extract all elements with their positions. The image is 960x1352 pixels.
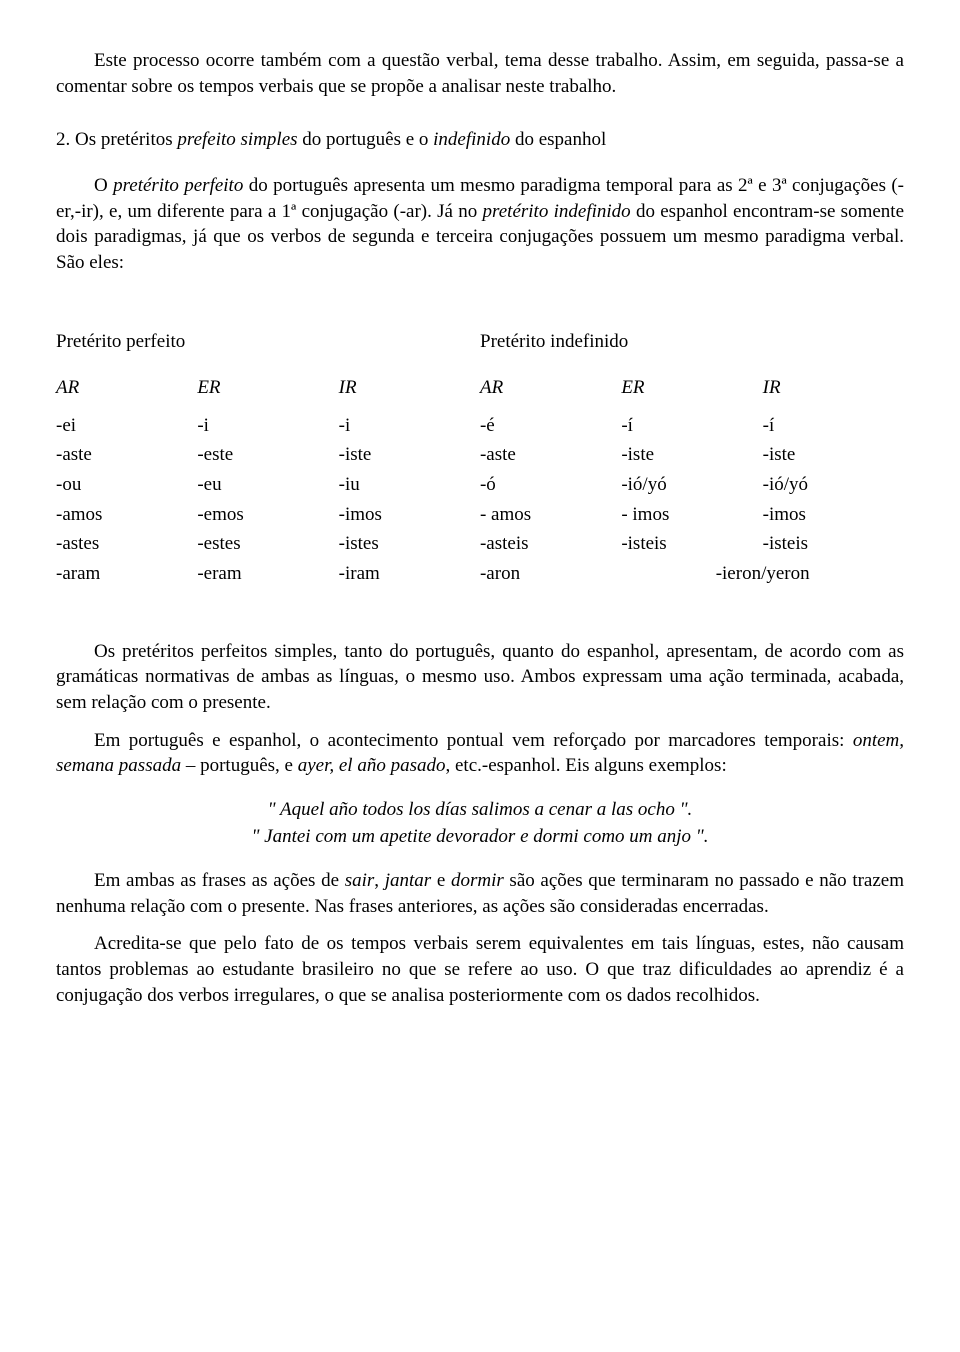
cell: -ió/yó bbox=[763, 470, 904, 500]
p4-c: , etc.-espanhol. Eis alguns exemplos: bbox=[445, 755, 726, 776]
table-row: -amos -emos -imos - amos - imos -imos bbox=[56, 500, 904, 530]
cell: -astes bbox=[56, 529, 197, 559]
paragraph-1: Este processo ocorre também com a questã… bbox=[56, 48, 904, 99]
p5-i1: sair bbox=[345, 870, 375, 891]
table-title-right: Pretérito indefinido bbox=[480, 329, 904, 355]
cell: -isteis bbox=[763, 529, 904, 559]
cell: -i bbox=[197, 411, 338, 441]
p5-b: , bbox=[374, 870, 384, 891]
cell: -eram bbox=[197, 559, 338, 589]
p4-b: – português, e bbox=[181, 755, 298, 776]
cell: -iu bbox=[339, 470, 480, 500]
heading-text-post: do espanhol bbox=[510, 129, 606, 150]
example-2: " Jantei com um apetite devorador e dorm… bbox=[56, 824, 904, 850]
cell: -i bbox=[339, 411, 480, 441]
cell: -asteis bbox=[480, 529, 621, 559]
cell: -iste bbox=[621, 440, 762, 470]
p4-a: Em português e espanhol, o acontecimento… bbox=[94, 730, 853, 751]
paragraph-6: Acredita-se que pelo fato de os tempos v… bbox=[56, 931, 904, 1008]
cell: -iram bbox=[339, 559, 480, 589]
cell: -aron bbox=[480, 559, 621, 589]
heading-number: 2. bbox=[56, 129, 70, 150]
cell: -ió/yó bbox=[621, 470, 762, 500]
cell: - amos bbox=[480, 500, 621, 530]
table-row: -aste -este -iste -aste -iste -iste bbox=[56, 440, 904, 470]
table-title-left: Pretérito perfeito bbox=[56, 329, 480, 355]
paragraph-4: Em português e espanhol, o acontecimento… bbox=[56, 728, 904, 779]
p5-i2: jantar bbox=[385, 870, 431, 891]
cell: -isteis bbox=[621, 529, 762, 559]
col-header: AR bbox=[56, 373, 197, 411]
cell: -ei bbox=[56, 411, 197, 441]
cell: -í bbox=[763, 411, 904, 441]
cell: -iste bbox=[339, 440, 480, 470]
cell: -ó bbox=[480, 470, 621, 500]
conjugation-table: Pretérito perfeito Pretérito indefinido … bbox=[56, 329, 904, 588]
cell: -ou bbox=[56, 470, 197, 500]
p2-a: O bbox=[94, 175, 113, 196]
cell: -ieron/yeron bbox=[621, 559, 904, 589]
paragraph-3: Os pretéritos perfeitos simples, tanto d… bbox=[56, 639, 904, 716]
examples-block: " Aquel año todos los días salimos a cen… bbox=[56, 797, 904, 850]
col-header: IR bbox=[763, 373, 904, 411]
cell: -imos bbox=[763, 500, 904, 530]
section-heading: 2. Os pretéritos prefeito simples do por… bbox=[56, 127, 904, 153]
cell: -imos bbox=[339, 500, 480, 530]
col-header: AR bbox=[480, 373, 621, 411]
col-header: ER bbox=[197, 373, 338, 411]
cell: -eu bbox=[197, 470, 338, 500]
cell: -emos bbox=[197, 500, 338, 530]
p4-i2: ayer, el año pasado bbox=[298, 755, 446, 776]
cell: -aste bbox=[480, 440, 621, 470]
heading-italic-2: indefinido bbox=[433, 129, 510, 150]
p2-i1: pretérito perfeito bbox=[113, 175, 243, 196]
cell: -aram bbox=[56, 559, 197, 589]
p5-c: e bbox=[431, 870, 451, 891]
heading-italic-1: prefeito simples bbox=[177, 129, 297, 150]
paragraph-5: Em ambas as frases as ações de sair, jan… bbox=[56, 868, 904, 919]
table-row: -ou -eu -iu -ó -ió/yó -ió/yó bbox=[56, 470, 904, 500]
col-header: ER bbox=[621, 373, 762, 411]
heading-text-pre: Os pretéritos bbox=[70, 129, 177, 150]
col-header: IR bbox=[339, 373, 480, 411]
cell: -í bbox=[621, 411, 762, 441]
cell: -aste bbox=[56, 440, 197, 470]
cell: - imos bbox=[621, 500, 762, 530]
cell: -amos bbox=[56, 500, 197, 530]
cell: -iste bbox=[763, 440, 904, 470]
table-row: AR ER IR AR ER IR bbox=[56, 373, 904, 411]
heading-text-mid: do português e o bbox=[298, 129, 434, 150]
table-row: -ei -i -i -é -í -í bbox=[56, 411, 904, 441]
p2-i2: pretérito indefinido bbox=[483, 201, 631, 222]
table-row: -astes -estes -istes -asteis -isteis -is… bbox=[56, 529, 904, 559]
table-row: -aram -eram -iram -aron -ieron/yeron bbox=[56, 559, 904, 589]
paragraph-2: O pretérito perfeito do português aprese… bbox=[56, 173, 904, 276]
p5-a: Em ambas as frases as ações de bbox=[94, 870, 345, 891]
cell: -este bbox=[197, 440, 338, 470]
cell: -é bbox=[480, 411, 621, 441]
cell: -estes bbox=[197, 529, 338, 559]
example-1: " Aquel año todos los días salimos a cen… bbox=[56, 797, 904, 823]
p5-i3: dormir bbox=[451, 870, 504, 891]
cell: -istes bbox=[339, 529, 480, 559]
